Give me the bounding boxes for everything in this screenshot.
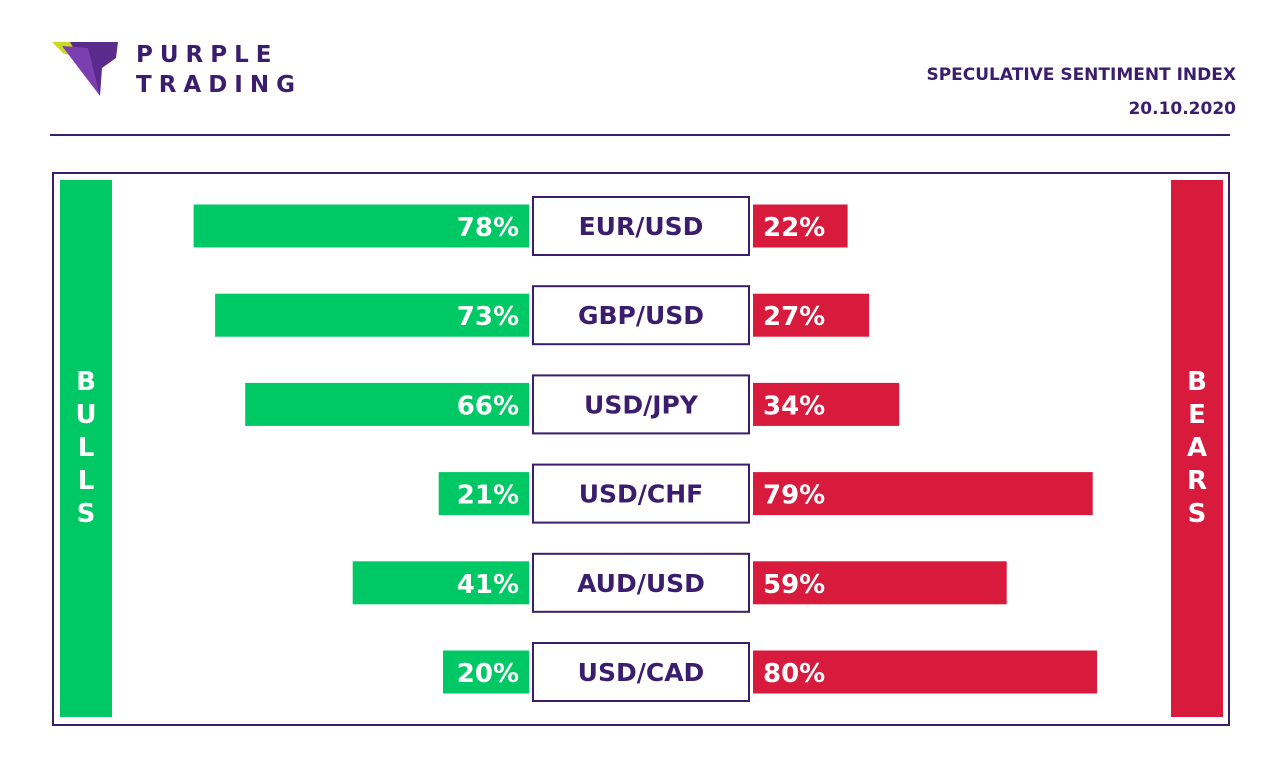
pair-label-box <box>532 285 750 346</box>
currency-pair-label: AUD/USD <box>577 569 705 598</box>
bears-bar <box>753 204 848 248</box>
chart-frame <box>52 172 1230 726</box>
bears-bar <box>753 650 1097 694</box>
bulls-bar <box>443 650 529 694</box>
bears-bar <box>753 382 900 426</box>
page-title: SPECULATIVE SENTIMENT INDEX <box>926 65 1236 85</box>
currency-pair-label: USD/CHF <box>579 480 704 509</box>
bulls-value-label: 20% <box>457 659 519 689</box>
bears-value-label: 22% <box>763 213 825 243</box>
bulls-bar <box>193 204 529 248</box>
bulls-value-label: 21% <box>457 481 519 511</box>
brand-line-1: PURPLE <box>136 42 279 68</box>
bears-value-label: 59% <box>763 570 825 600</box>
currency-pair-label: EUR/USD <box>579 212 704 241</box>
brand-wordmark: PURPLE TRADING <box>136 40 302 100</box>
report-date: 20.10.2020 <box>1128 99 1236 119</box>
brand-line-2: TRADING <box>136 72 302 98</box>
bears-side-bar: BEARS <box>1171 180 1223 717</box>
bears-bar <box>753 561 1007 605</box>
header-info: SPECULATIVE SENTIMENT INDEX 20.10.2020 <box>926 58 1236 126</box>
bears-value-label: 34% <box>763 391 825 421</box>
bulls-bar <box>438 472 529 516</box>
header-divider <box>50 134 1230 136</box>
bulls-side-bar: BULLS <box>60 180 112 717</box>
bulls-value-label: 78% <box>457 213 519 243</box>
pair-label-box <box>532 196 750 256</box>
bulls-bar <box>352 561 529 605</box>
bears-bar <box>753 472 1093 516</box>
currency-pair-label: GBP/USD <box>578 301 704 330</box>
purple-trading-logo-icon <box>52 42 118 96</box>
currency-pair-label: USD/CAD <box>578 658 705 687</box>
bears-value-label: 27% <box>763 302 825 332</box>
bulls-label: BULLS <box>75 367 97 529</box>
currency-pair-label: USD/JPY <box>584 390 699 419</box>
pair-label-box <box>532 552 750 613</box>
bulls-value-label: 41% <box>457 570 519 600</box>
bulls-value-label: 66% <box>457 391 519 421</box>
bulls-bar <box>245 382 529 426</box>
bulls-value-label: 73% <box>457 302 519 332</box>
bears-label: BEARS <box>1186 367 1208 529</box>
bears-bar <box>753 293 870 337</box>
bulls-bar <box>215 293 529 337</box>
pair-label-box <box>532 642 750 702</box>
pair-label-box <box>532 463 750 524</box>
pair-label-box <box>532 374 750 435</box>
bears-value-label: 79% <box>763 481 825 511</box>
bears-value-label: 80% <box>763 659 825 689</box>
